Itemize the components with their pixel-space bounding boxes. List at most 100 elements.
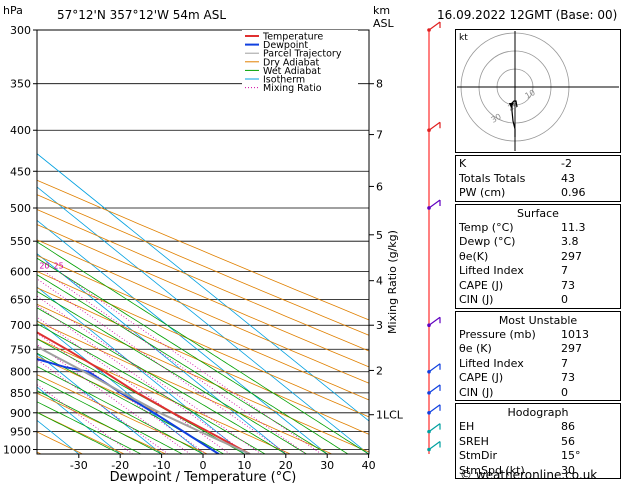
isotherm-line bbox=[37, 253, 287, 454]
temperature-tick-label: 30 bbox=[320, 459, 334, 472]
km-tick-label: 1LCL bbox=[376, 409, 404, 422]
dry-adiabat-line bbox=[37, 287, 369, 435]
temperature-tick-label: -10 bbox=[153, 459, 171, 472]
hodograph-kt-label: kt bbox=[459, 33, 468, 43]
mixing-ratio-tick-label: 10 bbox=[0, 262, 7, 271]
dry-adiabat-line bbox=[37, 338, 291, 454]
mu-row-value: 7 bbox=[561, 356, 568, 370]
dry-adiabat-line bbox=[37, 224, 369, 368]
pressure-tick-label: 400 bbox=[10, 124, 31, 137]
surface-row-label: Lifted Index bbox=[459, 264, 524, 277]
hodo-row-value: 15° bbox=[561, 449, 581, 462]
pressure-tick-label: 750 bbox=[10, 343, 31, 356]
legend-entry-label: Isotherm bbox=[263, 75, 305, 86]
dry-adiabat-line bbox=[37, 303, 369, 453]
mixing-ratio-line bbox=[58, 271, 322, 454]
hodo-ring-label-30: 30 bbox=[490, 112, 503, 125]
pw-label: PW (cm) bbox=[459, 186, 506, 199]
pressure-tick-label: 450 bbox=[10, 165, 31, 178]
wind-barb bbox=[427, 391, 431, 395]
mu-row-label: CIN (J) bbox=[459, 385, 494, 399]
tt-label: Totals Totals bbox=[459, 171, 526, 185]
hodo-row-label: StmSpd (kt) bbox=[459, 463, 525, 477]
asl-label: ASL bbox=[373, 17, 394, 30]
legend-entry-label: Dewpoint bbox=[263, 40, 308, 51]
mu-row-value: 297 bbox=[561, 342, 582, 355]
pressure-tick-label: 1000 bbox=[3, 443, 31, 456]
hodo-ring-label-10: 10 bbox=[524, 88, 537, 101]
wind-barb bbox=[427, 323, 431, 328]
temperature-tick-label: -30 bbox=[70, 459, 88, 472]
wind-barb bbox=[427, 447, 431, 452]
pressure-tick-label: 350 bbox=[10, 78, 31, 91]
wet-adiabat-line bbox=[37, 241, 369, 454]
mixing-ratio-line bbox=[37, 278, 288, 454]
wind-barb bbox=[428, 423, 441, 433]
wind-barb bbox=[427, 206, 431, 210]
legend-entry-label: Temperature bbox=[262, 32, 323, 43]
wet-adiabat-line bbox=[37, 257, 349, 454]
isotherm-line bbox=[37, 319, 204, 454]
km-tick-label: 3 bbox=[376, 319, 383, 332]
dry-adiabat-line bbox=[37, 194, 369, 336]
wind-barb bbox=[428, 21, 441, 31]
wet-adiabat-line bbox=[37, 290, 307, 454]
temperature-tick-label: -20 bbox=[111, 459, 129, 472]
km-tick-label: 6 bbox=[376, 180, 383, 193]
hodograph-trace bbox=[511, 100, 518, 137]
mu-row-value: 1013 bbox=[561, 327, 589, 341]
hodo-row-value: 86 bbox=[561, 420, 575, 433]
copyright-footer: © weatheronline.co.uk bbox=[460, 468, 598, 482]
wind-barb bbox=[428, 121, 441, 131]
wind-barb bbox=[427, 28, 431, 32]
dry-adiabat-line bbox=[37, 270, 369, 418]
wind-barb bbox=[428, 199, 441, 209]
mixing-ratio-tick-label: 25 bbox=[54, 262, 64, 271]
pressure-tick-label: 300 bbox=[10, 24, 31, 37]
isotherm-line bbox=[37, 153, 369, 422]
legend-entry-label: Wet Adiabat bbox=[263, 66, 321, 77]
mu-row-label: CAPE (J) bbox=[459, 371, 504, 384]
mixing-ratio-line bbox=[44, 271, 307, 454]
wind-barb bbox=[428, 441, 441, 450]
surface-row-label: θe(K) bbox=[459, 249, 489, 263]
km-tick-label: 2 bbox=[376, 364, 383, 377]
pressure-tick-label: 550 bbox=[10, 235, 31, 248]
isotherm-line bbox=[37, 219, 328, 454]
pressure-tick-label: 850 bbox=[10, 387, 31, 400]
hodo-row-label: SREH bbox=[459, 434, 489, 448]
km-label: km bbox=[373, 4, 391, 17]
k-value: -2 bbox=[561, 157, 572, 170]
tt-value: 43 bbox=[561, 171, 575, 185]
storm-motion-marker bbox=[509, 103, 514, 108]
isotherm-line bbox=[37, 186, 369, 454]
most-unstable-title: Most Unstable bbox=[498, 313, 578, 327]
hodo-row-label: EH bbox=[459, 420, 475, 433]
mixing-ratio-tick-label: 20 bbox=[39, 262, 49, 271]
temperature-line bbox=[37, 331, 251, 454]
pressure-tick-label: 950 bbox=[10, 426, 31, 439]
wind-barb bbox=[427, 369, 431, 374]
mixing-ratio-line bbox=[37, 359, 169, 454]
wind-barb bbox=[427, 410, 431, 415]
temperature-tick-label: 10 bbox=[237, 459, 251, 472]
legend-entry-label: Parcel Trajectory bbox=[263, 49, 342, 60]
pressure-tick-label: 700 bbox=[10, 319, 31, 332]
dry-adiabat-line bbox=[37, 255, 369, 401]
mu-row-label: Pressure (mb) bbox=[459, 327, 536, 341]
datetime-label: 16.09.2022 12GMT (Base: 00) bbox=[437, 8, 618, 22]
dry-adiabat-line bbox=[37, 320, 332, 454]
wind-barb bbox=[428, 363, 441, 373]
dry-adiabat-line bbox=[37, 239, 369, 384]
mu-row-value: 73 bbox=[561, 371, 575, 384]
hodograph-table-title: Hodograph bbox=[507, 406, 569, 419]
wet-adiabat-line bbox=[37, 390, 162, 454]
wet-adiabat-line bbox=[37, 307, 287, 454]
dry-adiabat-line bbox=[37, 179, 369, 321]
wind-barbs bbox=[427, 21, 441, 454]
surface-row-value: 297 bbox=[561, 249, 582, 263]
pressure-tick-label: 900 bbox=[10, 407, 31, 420]
isotherm-line bbox=[37, 353, 162, 454]
